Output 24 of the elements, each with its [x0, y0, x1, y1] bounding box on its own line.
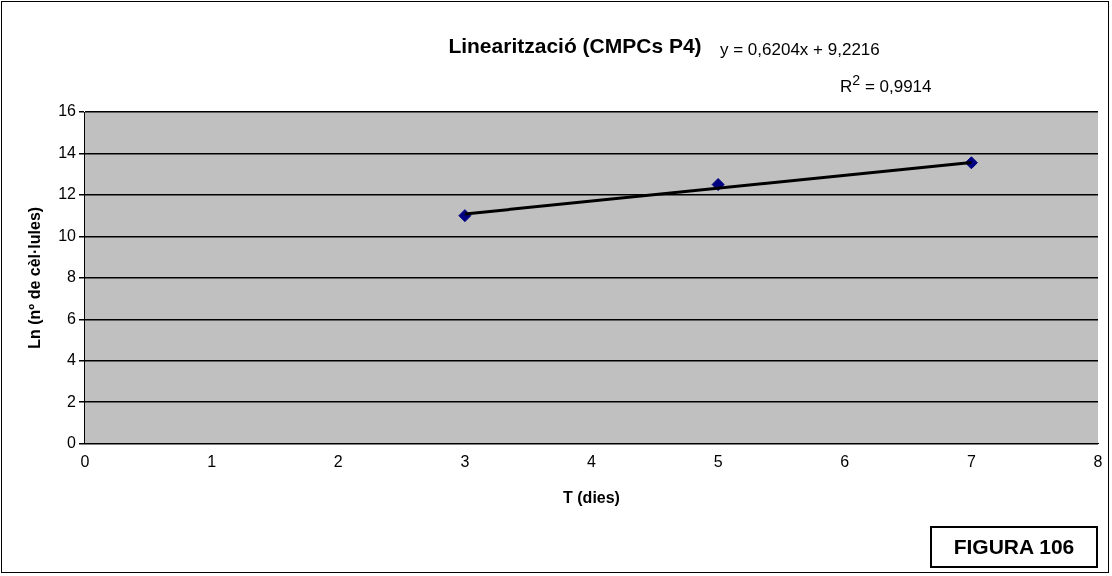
- chart-title: Linearització (CMPCs P4): [448, 34, 702, 57]
- x-tick-label: 0: [80, 452, 90, 470]
- y-tick-label: 0: [67, 434, 77, 452]
- text: R$^{2}$ = 0,9914: [840, 72, 932, 97]
- x-tick-label: 2: [333, 452, 343, 470]
- y-tick-label: 4: [67, 351, 77, 369]
- y-tick-label: 12: [58, 185, 77, 203]
- x-tick-label: 8: [1093, 452, 1103, 470]
- text: FIGURA 106: [930, 526, 1098, 568]
- x-tick-label: 4: [587, 452, 597, 470]
- x-tick-label: 7: [966, 452, 976, 470]
- y-tick-label: 8: [67, 268, 77, 286]
- y-tick-label: 16: [58, 102, 77, 120]
- y-tick-label: 6: [67, 309, 77, 327]
- x-tick-label: 6: [840, 452, 850, 470]
- x-tick-label: 1: [207, 452, 217, 470]
- x-tick-label: 3: [460, 452, 470, 470]
- text: y = 0,6204x + 9,2216: [720, 40, 880, 60]
- y-axis-title: Ln (nº de cèl·lules): [26, 206, 44, 349]
- x-tick-label: 5: [713, 452, 723, 470]
- y-tick-label: 10: [58, 226, 77, 244]
- y-tick-label: 2: [67, 392, 77, 410]
- x-axis-title: T (dies): [563, 488, 620, 506]
- y-tick-label: 14: [58, 143, 77, 161]
